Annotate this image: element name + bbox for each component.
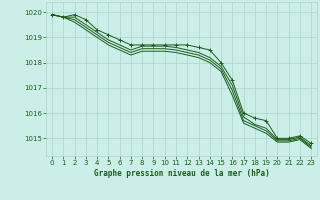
X-axis label: Graphe pression niveau de la mer (hPa): Graphe pression niveau de la mer (hPa) — [94, 169, 269, 178]
